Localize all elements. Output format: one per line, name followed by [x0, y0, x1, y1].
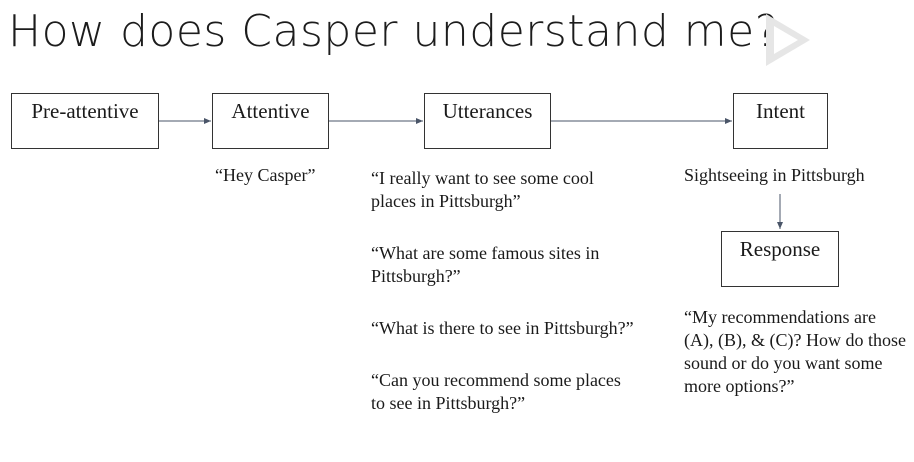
box-attentive: Attentive	[212, 93, 329, 149]
play-icon	[766, 14, 810, 66]
box-attentive-label: Attentive	[231, 99, 310, 123]
utterance-example-4: “Can you recommend some places to see in…	[371, 370, 621, 413]
box-utterances: Utterances	[424, 93, 551, 149]
box-preattentive: Pre-attentive	[11, 93, 159, 149]
utterance-example-3: “What is there to see in Pittsburgh?”	[371, 318, 634, 338]
utterance-example-1: “I really want to see some cool places i…	[371, 168, 594, 211]
utterance-examples: “I really want to see some cool places i…	[371, 167, 636, 415]
response-example: “My recommendations are (A), (B), & (C)?…	[684, 306, 909, 398]
attentive-example-text: “Hey Casper”	[215, 165, 316, 185]
page-title: How does Casper understand me?	[8, 6, 779, 57]
utterance-example-2: “What are some famous sites in Pittsburg…	[371, 243, 600, 286]
intent-example: Sightseeing in Pittsburgh	[684, 164, 909, 187]
box-intent: Intent	[733, 93, 828, 149]
response-example-text: “My recommendations are (A), (B), & (C)?…	[684, 307, 906, 396]
box-response: Response	[721, 231, 839, 287]
box-response-label: Response	[739, 237, 821, 261]
box-utterances-label: Utterances	[442, 99, 533, 123]
box-preattentive-label: Pre-attentive	[31, 99, 139, 123]
box-intent-label: Intent	[756, 99, 805, 123]
intent-example-text: Sightseeing in Pittsburgh	[684, 165, 865, 185]
attentive-example: “Hey Casper”	[215, 164, 375, 187]
